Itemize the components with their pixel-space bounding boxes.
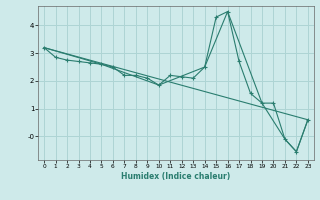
X-axis label: Humidex (Indice chaleur): Humidex (Indice chaleur) [121,172,231,181]
